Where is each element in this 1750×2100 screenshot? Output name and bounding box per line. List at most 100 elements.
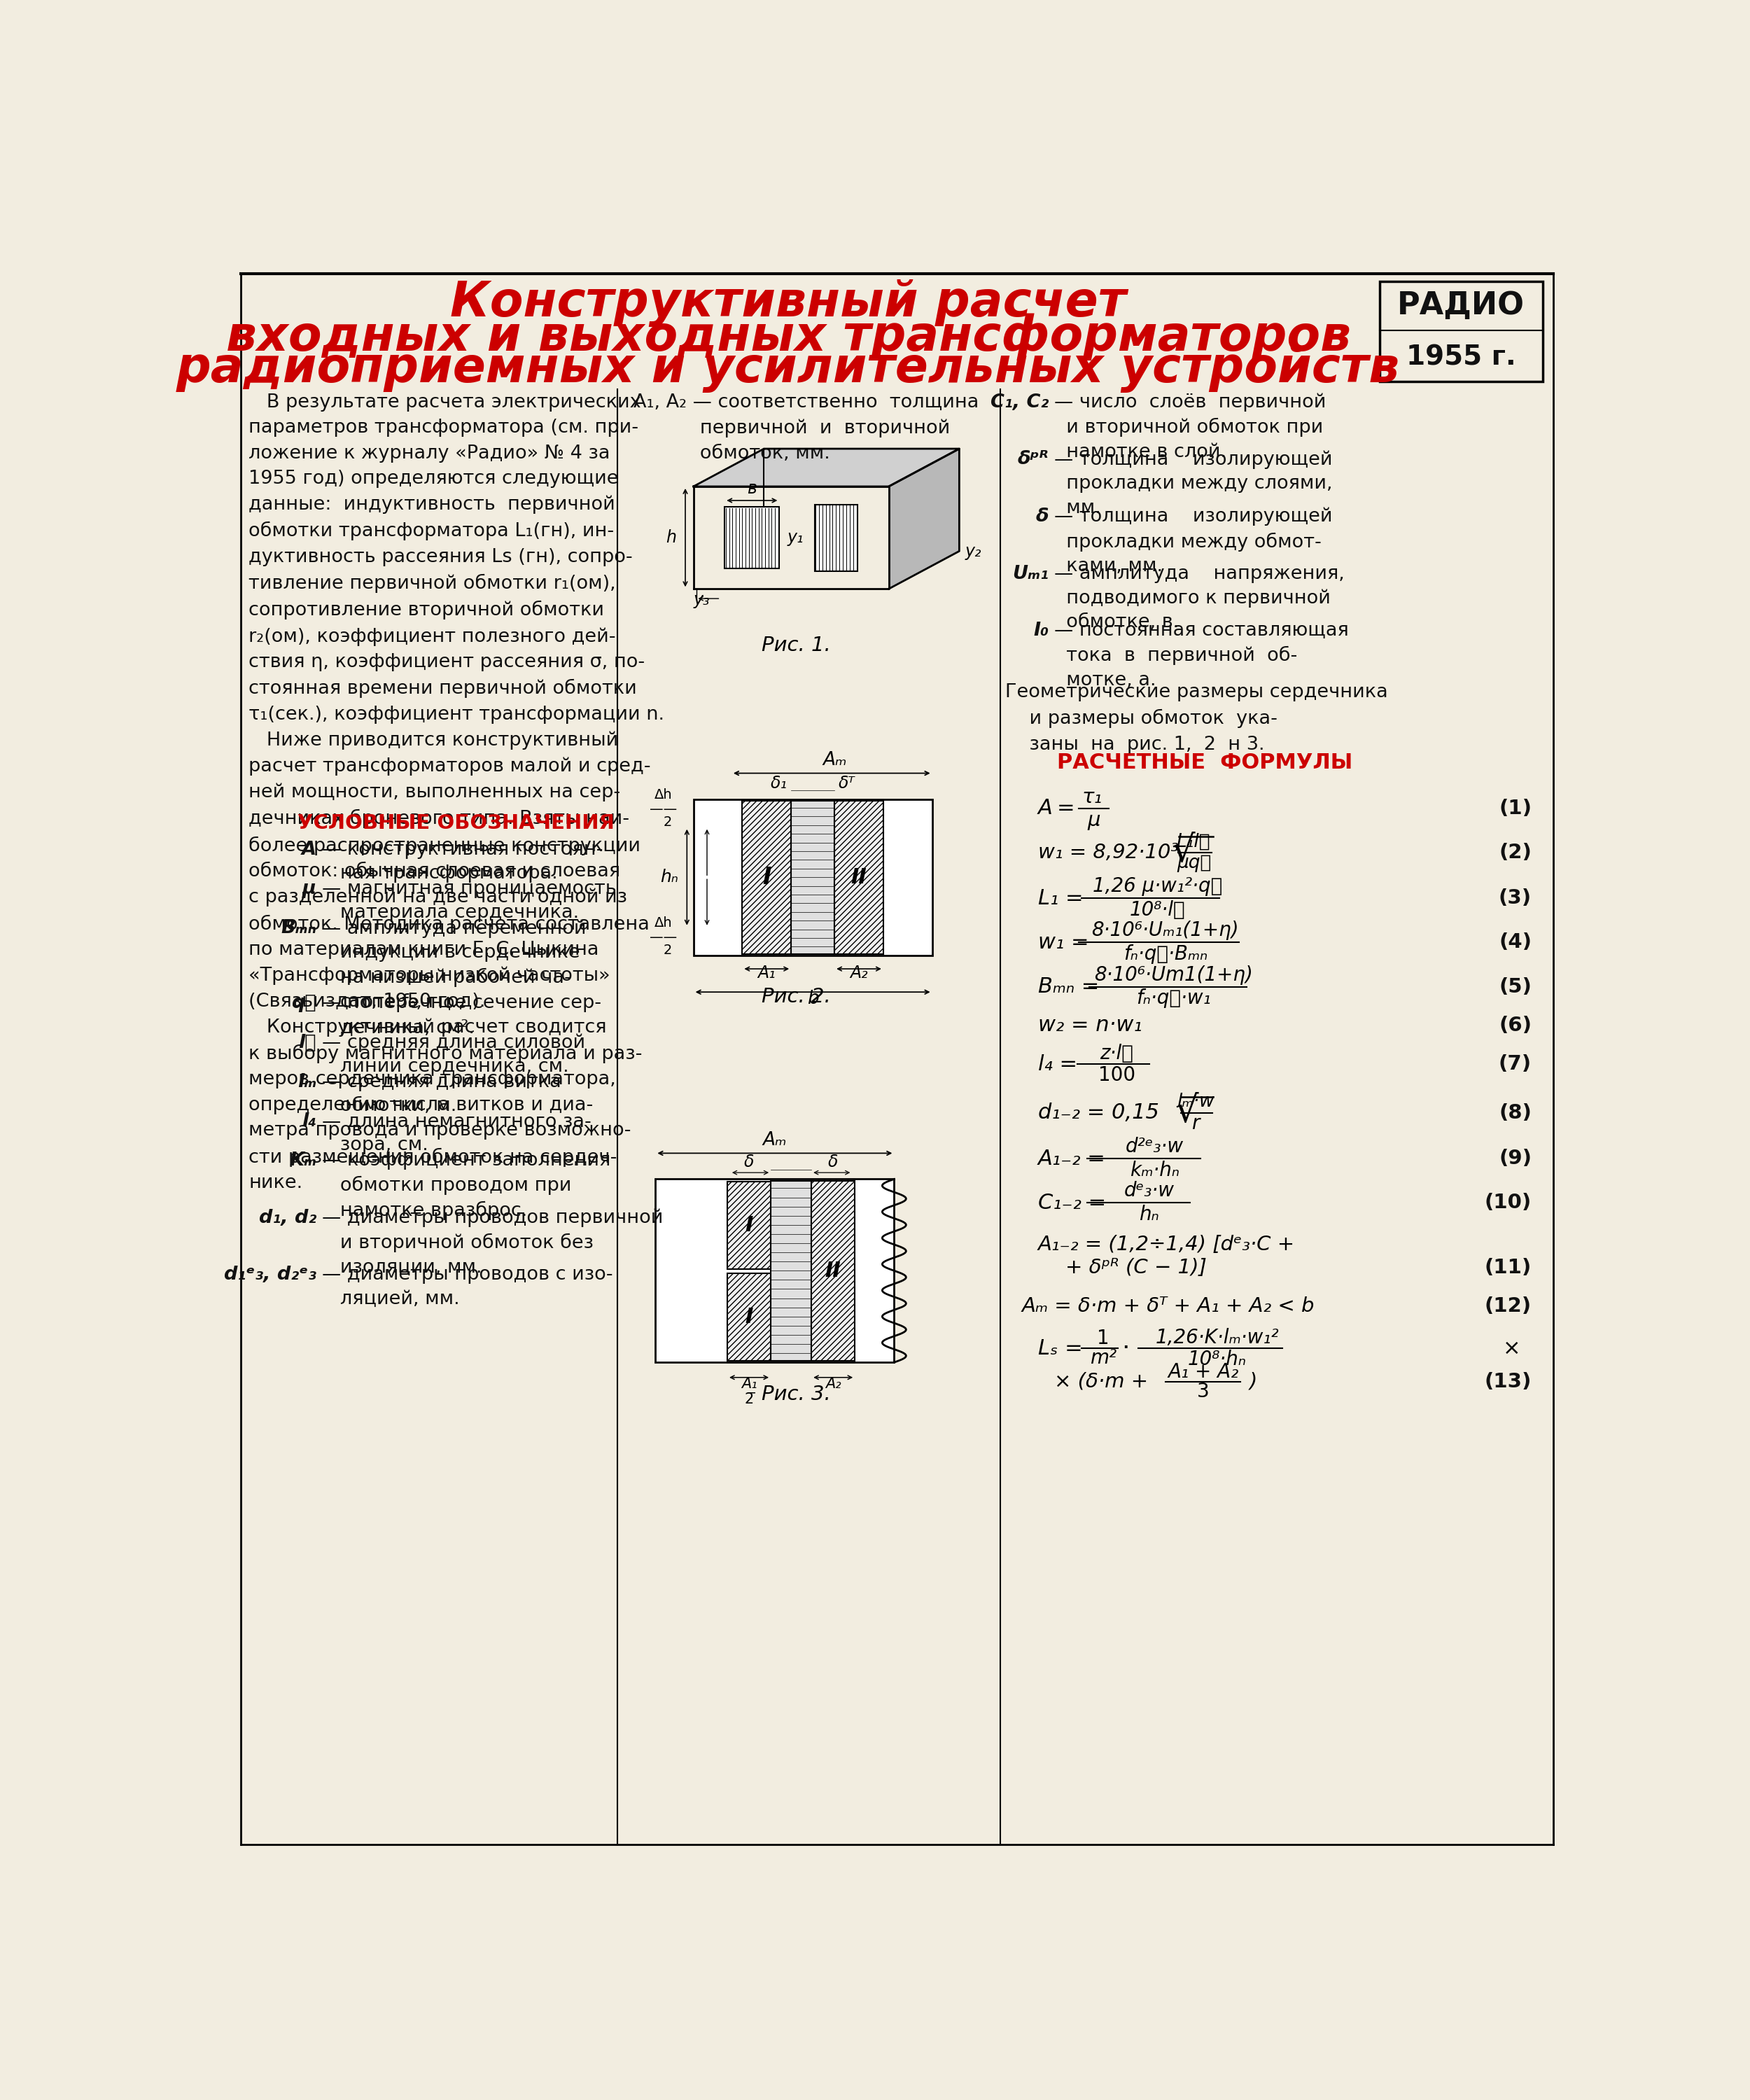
Text: 8·10⁶·Uₘ₁(1+η): 8·10⁶·Uₘ₁(1+η)	[1092, 920, 1239, 941]
Text: =: =	[1057, 798, 1074, 819]
Text: I: I	[763, 865, 772, 888]
Bar	[656, 1178, 894, 1363]
Text: A₂: A₂	[850, 964, 868, 981]
Text: √: √	[1171, 834, 1195, 869]
Text: I: I	[746, 1306, 752, 1327]
Text: A₁: A₁	[758, 964, 775, 981]
Text: A₂: A₂	[826, 1378, 842, 1390]
Text: — магнитная проницаемость
   материала сердечника.: — магнитная проницаемость материала серд…	[322, 880, 616, 922]
Text: m²: m²	[1090, 1348, 1116, 1367]
Text: Lₛ =: Lₛ =	[1038, 1338, 1083, 1359]
Text: В результате расчета электрических
параметров трансформатора (см. при-
ложение к: В результате расчета электрических парам…	[248, 393, 665, 1193]
Text: 2: 2	[744, 1392, 754, 1407]
Text: 1,26 μ·w₁²·qⲜ: 1,26 μ·w₁²·qⲜ	[1092, 876, 1222, 897]
Text: радиоприемных и усилительных устройств: радиоприемных и усилительных устройств	[177, 344, 1400, 393]
Text: lₘ·w: lₘ·w	[1176, 1092, 1214, 1111]
Text: Aₘ = δ·m + δᵀ + A₁ + A₂ < b: Aₘ = δ·m + δᵀ + A₁ + A₂ < b	[1022, 1296, 1314, 1317]
Text: РАСЧЕТНЫЕ  ФОРМУЛЫ: РАСЧЕТНЫЕ ФОРМУЛЫ	[1057, 752, 1353, 773]
Text: fₙ·qⲜ·w₁: fₙ·qⲜ·w₁	[1136, 989, 1211, 1008]
Text: A₁, A₂ — соответственно  толщина
           первичной  и  вторичной
           о: A₁, A₂ — соответственно толщина первично…	[634, 393, 980, 462]
Text: 1,26·K·lₘ·w₁²: 1,26·K·lₘ·w₁²	[1155, 1327, 1279, 1348]
Text: C₁, C₂: C₁, C₂	[990, 393, 1048, 412]
Text: Aₘ: Aₘ	[763, 1132, 788, 1149]
Text: 1: 1	[1097, 1329, 1110, 1348]
Text: δᵖᴿ: δᵖᴿ	[1017, 449, 1048, 468]
Text: w₁ =: w₁ =	[1038, 932, 1088, 953]
Text: A₁₋₂ =: A₁₋₂ =	[1038, 1149, 1106, 1170]
Text: (3): (3)	[1498, 888, 1531, 907]
Text: (5): (5)	[1498, 976, 1531, 997]
Text: A₁: A₁	[742, 1378, 758, 1390]
Text: lₘ: lₘ	[298, 1073, 317, 1092]
Text: 8·10⁶·Um1(1+η): 8·10⁶·Um1(1+η)	[1094, 966, 1253, 985]
Text: Bₘₙ =: Bₘₙ =	[1038, 976, 1099, 997]
Text: Рис. 2.: Рис. 2.	[761, 987, 831, 1006]
Text: hₙ: hₙ	[660, 869, 679, 886]
Text: Δh
——: Δh ——	[649, 788, 677, 817]
Text: Геометрические размеры сердечника
    и размеры обмоток  ука-
    заны  на  рис.: Геометрические размеры сердечника и разм…	[1004, 682, 1388, 754]
Bar	[693, 800, 933, 955]
Text: 2: 2	[663, 815, 672, 830]
Text: — постоянная составляющая
  тока  в  первичной  об-
  мотке, а.: — постоянная составляющая тока в первичн…	[1054, 622, 1349, 689]
Text: L₁ =: L₁ =	[1038, 888, 1083, 909]
Text: 2: 2	[663, 943, 672, 958]
Text: Δh
——: Δh ——	[649, 916, 677, 945]
Text: hₙ: hₙ	[1139, 1205, 1158, 1224]
Bar	[791, 800, 835, 953]
Text: 1955 г.: 1955 г.	[1407, 344, 1516, 370]
Text: РАДИО: РАДИО	[1396, 292, 1524, 321]
Text: τ₁: τ₁	[1082, 788, 1102, 806]
Text: — средняя длина силовой
   линии сердечника, см.: — средняя длина силовой линии сердечника…	[322, 1033, 584, 1075]
Text: I₀: I₀	[1032, 622, 1048, 640]
Text: A₁₋₂ = (1,2÷1,4) [dᵉ₃·C +: A₁₋₂ = (1,2÷1,4) [dᵉ₃·C +	[1038, 1235, 1295, 1254]
Text: в: в	[747, 481, 758, 498]
Text: √: √	[1176, 1094, 1199, 1130]
Bar	[770, 1180, 812, 1361]
Text: δ₁: δ₁	[770, 775, 788, 792]
Bar	[728, 1182, 770, 1268]
Text: — диаметры проводов первичной
   и вторичной обмоток без
   изоляции, мм.: — диаметры проводов первичной и вторично…	[322, 1210, 663, 1277]
Text: 10⁸·hₙ: 10⁸·hₙ	[1188, 1350, 1246, 1369]
Text: — толщина    изолирующей
  прокладки между обмот-
  ками, мм.: — толщина изолирующей прокладки между об…	[1054, 508, 1332, 575]
Text: + δᵖᴿ (C − 1)]: + δᵖᴿ (C − 1)]	[1066, 1258, 1206, 1277]
Text: — амплитуда    напряжения,
  подводимого к первичной
  обмотке, в.: — амплитуда напряжения, подводимого к пе…	[1054, 565, 1344, 632]
Text: μqⲜ: μqⲜ	[1178, 855, 1211, 872]
Text: Aₘ: Aₘ	[822, 752, 847, 769]
Text: 10⁸·lⲜ: 10⁸·lⲜ	[1129, 901, 1185, 920]
Text: d²ᵉ₃·w: d²ᵉ₃·w	[1125, 1136, 1183, 1157]
Text: δ: δ	[1036, 508, 1048, 525]
Text: — число  слоёв  первичной
  и вторичной обмоток при
  намотке в слой.: — число слоёв первичной и вторичной обмо…	[1054, 393, 1326, 462]
Bar	[835, 800, 884, 953]
Text: Рис. 3.: Рис. 3.	[761, 1384, 831, 1405]
Text: d₁₋₂ = 0,15: d₁₋₂ = 0,15	[1038, 1102, 1166, 1124]
Text: (8): (8)	[1498, 1102, 1531, 1124]
Bar	[1379, 281, 1542, 382]
Text: — средняя длина витка
   обмотки, м.: — средняя длина витка обмотки, м.	[322, 1073, 562, 1115]
Text: Kₘ: Kₘ	[289, 1151, 317, 1170]
Bar	[812, 1180, 854, 1361]
Text: (2): (2)	[1498, 842, 1531, 863]
Text: d₁, d₂: d₁, d₂	[259, 1210, 317, 1226]
Text: ×: ×	[1503, 1338, 1521, 1359]
Text: (4): (4)	[1498, 932, 1531, 951]
Text: (1): (1)	[1498, 798, 1531, 819]
Text: qⲜ: qⲜ	[292, 993, 317, 1012]
Text: ): )	[1250, 1371, 1258, 1392]
Text: h: h	[665, 529, 676, 546]
Text: (9): (9)	[1498, 1149, 1531, 1168]
Text: y₁: y₁	[788, 529, 803, 546]
Bar	[728, 1273, 770, 1361]
Text: w₂ = n·w₁: w₂ = n·w₁	[1038, 1014, 1143, 1035]
Text: b: b	[807, 989, 819, 1008]
Text: r: r	[1192, 1113, 1199, 1134]
Polygon shape	[693, 449, 959, 487]
Bar	[724, 506, 779, 569]
Text: (7): (7)	[1498, 1054, 1531, 1073]
Text: l₄: l₄	[301, 1113, 317, 1130]
Text: A: A	[301, 840, 317, 859]
Text: 100: 100	[1097, 1065, 1136, 1086]
Text: (6): (6)	[1498, 1016, 1531, 1035]
Text: Конструктивный расчет: Конструктивный расчет	[450, 279, 1127, 328]
Text: μ: μ	[1087, 811, 1101, 830]
Text: ─: ─	[747, 1386, 754, 1399]
